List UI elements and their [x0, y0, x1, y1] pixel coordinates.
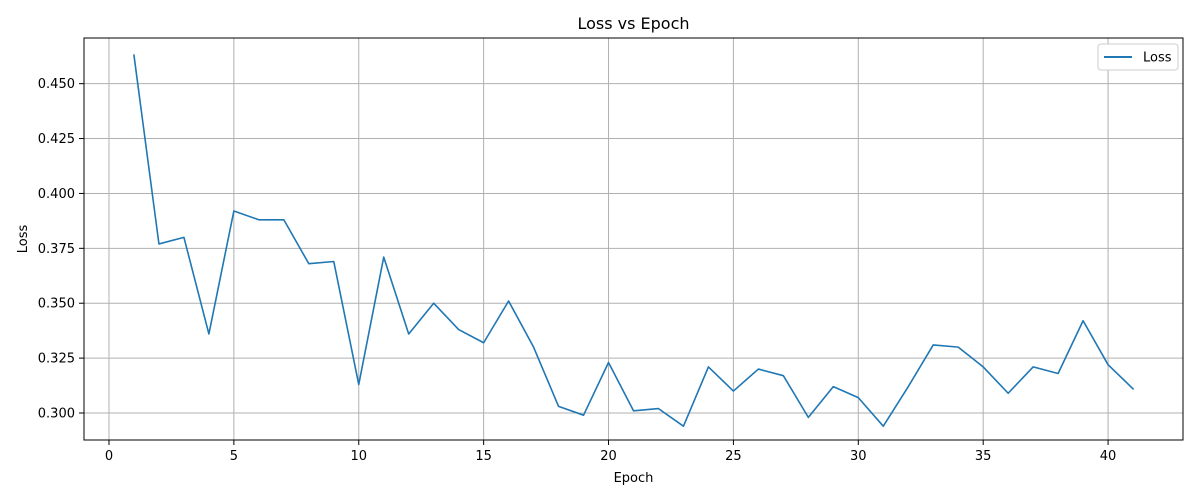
y-axis: 0.300 0.325 0.350 0.375 0.400 0.425 0.450 [38, 77, 84, 421]
y-axis-label: Loss [16, 225, 31, 254]
legend-box [1097, 43, 1179, 71]
y-tick-label: 0.325 [38, 352, 75, 367]
y-tick-label: 0.400 [38, 187, 75, 202]
x-tick-label: 30 [850, 449, 867, 464]
y-tick-label: 0.375 [38, 242, 75, 257]
series-layer [133, 54, 1135, 427]
x-axis-label: Epoch [614, 471, 654, 486]
legend: Loss [1097, 43, 1179, 71]
y-tick-label: 0.425 [38, 132, 75, 147]
legend-label: Loss [1143, 51, 1172, 66]
series-line-loss [133, 54, 1135, 427]
y-tick-label: 0.300 [38, 406, 75, 421]
y-tick-label: 0.350 [38, 297, 75, 312]
x-tick-label: 35 [975, 449, 992, 464]
x-axis: 0 5 10 15 20 25 30 35 40 [105, 440, 1117, 464]
x-tick-label: 15 [475, 449, 492, 464]
x-tick-label: 5 [230, 449, 238, 464]
x-tick-label: 40 [1100, 449, 1117, 464]
x-tick-label: 25 [725, 449, 742, 464]
plot-frame [83, 37, 1184, 441]
y-tick-label: 0.450 [38, 77, 75, 92]
grid [84, 38, 1183, 440]
x-tick-label: 0 [105, 449, 113, 464]
x-tick-label: 10 [350, 449, 367, 464]
chart-title: Loss vs Epoch [577, 14, 689, 33]
x-tick-label: 20 [600, 449, 617, 464]
